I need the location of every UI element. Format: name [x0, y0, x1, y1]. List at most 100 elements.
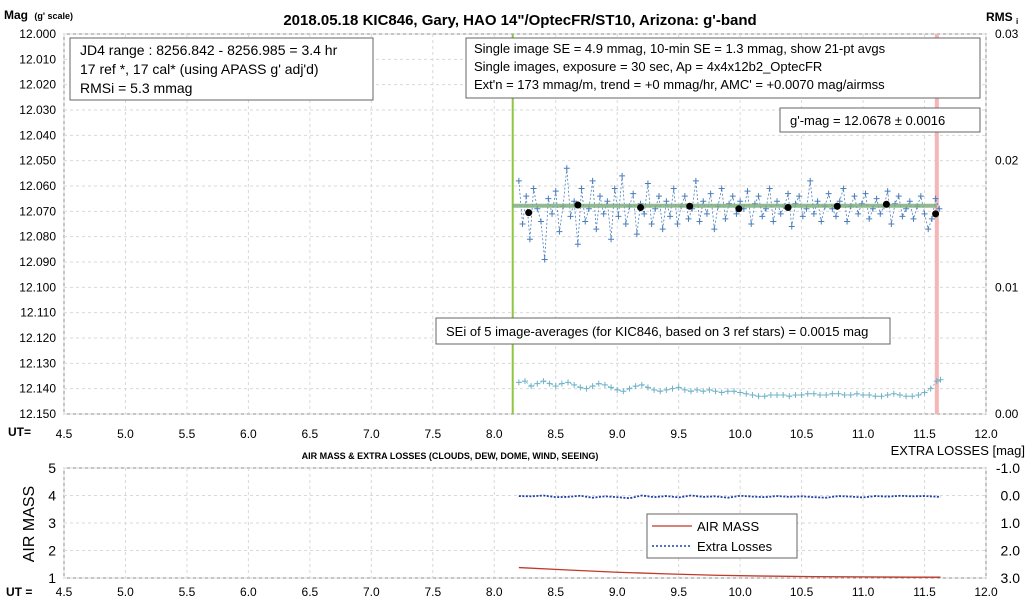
single-image-point	[589, 177, 596, 184]
single-image-point	[733, 210, 740, 217]
single-image-point	[844, 218, 851, 225]
single-image-point	[718, 185, 725, 192]
top-x-tick-label: 8.5	[547, 427, 564, 441]
single-image-point	[655, 193, 662, 200]
rmsi-point	[878, 393, 885, 400]
single-image-point	[556, 228, 563, 235]
rmsi-point	[558, 380, 565, 387]
bottom-y-tick-label: 5	[48, 460, 56, 476]
rmsi-point	[927, 385, 934, 392]
single-image-point	[622, 221, 629, 227]
rmsi-point	[786, 393, 793, 400]
single-image-point	[873, 195, 880, 202]
top-x-tick-label: 11.0	[852, 427, 875, 441]
sei-box: SEi of 5 image-averages (for KIC846, bas…	[435, 317, 891, 345]
rmsi-point	[896, 392, 903, 398]
top-x-tick-label: 9.0	[609, 427, 626, 441]
single-image-point	[604, 198, 611, 205]
top-x-tick-label: 6.5	[302, 427, 319, 441]
bottom-x-tick-label: 8.0	[486, 585, 503, 599]
rmsi-line	[518, 379, 941, 397]
single-image-point	[659, 226, 666, 233]
single-image-point	[600, 210, 607, 217]
single-image-point	[692, 177, 699, 184]
bottom-y-tick-label: 2	[48, 543, 56, 559]
rmsi-point	[546, 380, 553, 387]
single-image-point	[818, 218, 825, 225]
single-image-point	[899, 213, 906, 220]
single-image-point	[644, 180, 651, 187]
single-image-point	[895, 193, 902, 200]
rmsi-point	[515, 379, 522, 386]
average-point	[932, 210, 940, 218]
bottom-x-tick-label: 6.5	[302, 585, 319, 599]
rmsi-point	[921, 389, 928, 396]
bottom-x-tick-label: 7.5	[424, 585, 441, 599]
rmsi-point	[718, 389, 725, 396]
bottom-y2-axis-label: EXTRA LOSSES [mag]	[891, 443, 1025, 458]
single-image-point	[681, 193, 688, 200]
rmsi-point	[829, 390, 836, 397]
single-image-point	[936, 205, 943, 212]
rmsi-point	[866, 392, 873, 398]
rmsi-point	[638, 381, 645, 388]
gmag-box-text: g'-mag = 12.0678 ± 0.0016	[790, 113, 945, 128]
top-x-tick-label: 6.0	[240, 427, 257, 441]
bottom-y2-tick-label: 2.0	[1001, 543, 1021, 559]
average-point	[574, 201, 582, 209]
single-image-point	[866, 215, 873, 222]
single-image-point	[770, 218, 777, 225]
single-image-point	[814, 198, 821, 205]
rmsi-point	[620, 388, 627, 395]
rmsi-point	[737, 389, 744, 396]
rmsi-point	[706, 386, 713, 393]
bottom-y2-tick-label: -1.0	[996, 460, 1020, 476]
single-image-point	[670, 185, 677, 192]
rmsi-point	[724, 388, 731, 395]
rmsi-point	[937, 376, 944, 383]
top-x-tick-label: 10.5	[790, 427, 814, 441]
single-image-point	[799, 213, 806, 220]
bottom-x-tick-label: 9.5	[670, 585, 687, 599]
rmsi-point	[614, 386, 621, 393]
sei-box-text: SEi of 5 image-averages (for KIC846, bas…	[446, 324, 868, 339]
rmsi-point	[792, 392, 799, 398]
top-x-tick-label: 4.5	[56, 427, 73, 441]
top-x-tick-label: 5.0	[117, 427, 134, 441]
bottom-x-tick-label: 8.5	[547, 585, 564, 599]
single-image-point	[608, 236, 615, 243]
bottom-y2-tick-label: 1.0	[1001, 515, 1021, 531]
extra-losses-line	[518, 494, 941, 500]
rmsi-point	[657, 388, 664, 395]
jd-box-line-2: 17 ref *, 17 cal* (using APASS g' adj'd)	[80, 61, 319, 77]
stats-box-line-3: Ext'n = 173 mmag/m, trend = +0 mmag/hr, …	[474, 77, 885, 92]
bottom-x-tick-label: 5.0	[117, 585, 134, 599]
single-image-point	[537, 218, 544, 225]
single-image-point	[571, 198, 578, 205]
single-image-point	[530, 185, 537, 192]
top-x-tick-label: 5.5	[179, 427, 196, 441]
top-x-tick-label: 12.0	[974, 427, 998, 441]
single-image-point	[596, 193, 603, 200]
rmsi-point	[730, 388, 737, 395]
x-axis-label: UT=	[8, 425, 31, 439]
single-image-point	[825, 190, 832, 197]
rmsi-point	[700, 388, 707, 395]
single-image-point	[641, 210, 648, 217]
rmsi-point	[767, 392, 774, 398]
single-image-point	[541, 256, 548, 263]
top-x-tick-label: 7.0	[363, 427, 380, 441]
single-image-point	[774, 198, 781, 205]
single-image-point	[700, 198, 707, 205]
single-image-point	[552, 188, 559, 195]
single-image-point	[755, 193, 762, 200]
bottom-y-tick-label: 4	[48, 488, 56, 504]
average-point	[833, 202, 841, 210]
rmsi-point	[589, 383, 596, 390]
top-y2-tick-label: 0.01	[995, 280, 1019, 294]
legend: AIR MASS Extra Losses	[646, 513, 798, 559]
single-image-point	[549, 210, 556, 217]
rmsi-point	[810, 390, 817, 397]
rmsi-point	[817, 392, 824, 398]
